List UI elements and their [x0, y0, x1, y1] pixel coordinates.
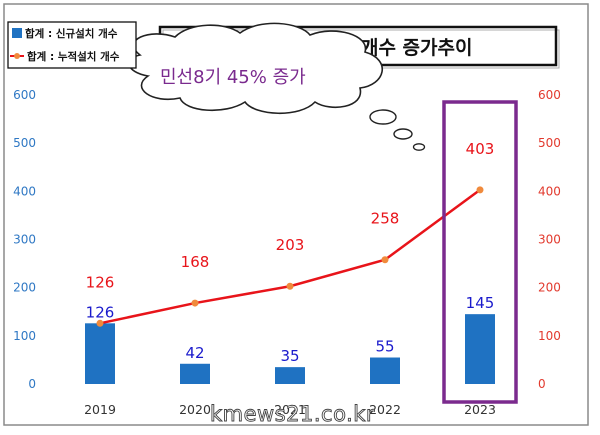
right-tick-label: 400: [538, 184, 561, 198]
x-tick-label: 2020: [179, 402, 211, 417]
watermark: kmews21.co.kr: [210, 402, 375, 426]
left-tick-label: 200: [13, 281, 36, 295]
x-tick-label: 2021: [274, 402, 306, 417]
right-tick-label: 600: [538, 88, 561, 102]
line-value-label: 126: [86, 273, 115, 291]
line-point-2020: [191, 299, 199, 307]
bubble-dot-small: [412, 143, 426, 151]
bar-2021: [275, 367, 305, 384]
data-labels: 126 42 35 55 145 126 168 203 258 403: [86, 140, 495, 365]
bar-2019: [85, 323, 115, 384]
right-tick-label: 100: [538, 329, 561, 343]
bar-value-label: 55: [375, 338, 394, 356]
line-series: [96, 186, 484, 327]
highlight-box-2023: [442, 100, 518, 404]
bar-2020: [180, 363, 210, 384]
right-tick-label: 0: [538, 377, 546, 391]
bar-value-label: 126: [86, 303, 115, 321]
legend: 합계 : 신규설치 개수 합계 : 누적설치 개수: [7, 21, 137, 69]
left-tick-label: 400: [13, 184, 36, 198]
right-axis: 0 100 200 300 400 500 600: [538, 88, 561, 391]
bubble-cloud: [128, 22, 384, 115]
legend-bar-swatch: [12, 28, 22, 38]
bar-value-label: 42: [185, 344, 204, 362]
legend-line-marker: [14, 53, 20, 59]
left-axis: 0 100 200 300 400 500 600: [13, 88, 36, 391]
x-tick-label: 2019: [84, 402, 116, 417]
right-tick-label: 200: [538, 281, 561, 295]
right-tick-label: 500: [538, 136, 561, 150]
bar-2022: [370, 357, 400, 384]
x-tick-label: 2022: [369, 402, 401, 417]
legend-bar-label: 합계 : 신규설치 개수: [25, 27, 118, 40]
bubble-dot-medium: [393, 128, 413, 140]
bar-2023: [465, 314, 495, 384]
line-value-label: 203: [276, 236, 305, 254]
line-value-label: 258: [371, 210, 400, 228]
left-tick-label: 500: [13, 136, 36, 150]
line-point-2021: [286, 282, 294, 290]
left-tick-label: 0: [28, 377, 36, 391]
line-point-2019: [96, 319, 104, 327]
left-tick-label: 600: [13, 88, 36, 102]
line-point-2022: [381, 256, 389, 264]
x-tick-label: 2023: [464, 402, 496, 417]
x-axis: 2019 2020 2021 2022 2023: [84, 402, 496, 417]
legend-line-label: 합계 : 누적설치 개수: [27, 50, 120, 63]
left-tick-label: 300: [13, 233, 36, 247]
line-value-label: 168: [181, 253, 210, 271]
bubble-dot-large: [369, 109, 397, 125]
line-value-label: 403: [466, 140, 495, 158]
right-tick-label: 300: [538, 233, 561, 247]
line-point-2023: [476, 186, 484, 194]
bar-value-label: 35: [280, 347, 299, 365]
thought-bubble: 민선8기 45% 증가: [128, 22, 426, 151]
bar-series: [85, 314, 495, 384]
legend-box: [7, 21, 137, 69]
bar-value-label: 145: [466, 294, 495, 312]
left-tick-label: 100: [13, 329, 36, 343]
bubble-annotation: 민선8기 45% 증가: [160, 67, 306, 88]
